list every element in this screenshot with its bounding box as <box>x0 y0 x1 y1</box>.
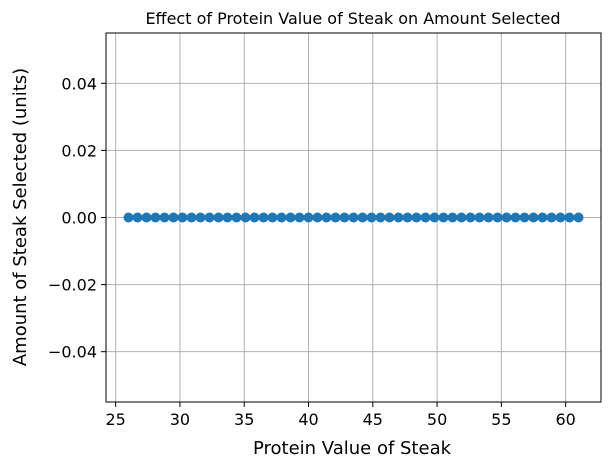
data-point <box>366 212 377 223</box>
x-tick-label: 45 <box>363 410 383 429</box>
x-tick-label: 35 <box>234 410 254 429</box>
data-point <box>501 212 512 223</box>
data-point <box>258 212 269 223</box>
data-point <box>276 212 287 223</box>
x-tick-label: 40 <box>298 410 318 429</box>
y-tick-label: 0.00 <box>61 209 97 228</box>
data-point <box>474 212 485 223</box>
data-point <box>447 212 458 223</box>
data-point <box>528 212 539 223</box>
data-point <box>546 212 557 223</box>
data-point <box>330 212 341 223</box>
y-tick-label: 0.04 <box>61 74 97 93</box>
series-layer <box>123 212 584 223</box>
data-point <box>537 212 548 223</box>
data-point <box>555 212 566 223</box>
data-point <box>492 212 503 223</box>
data-point <box>312 212 323 223</box>
x-tick-label: 25 <box>105 410 125 429</box>
data-point <box>285 212 296 223</box>
data-point <box>519 212 530 223</box>
data-point <box>240 212 251 223</box>
data-point <box>123 212 134 223</box>
data-point <box>231 212 242 223</box>
data-point <box>132 212 143 223</box>
y-axis-label: Amount of Steak Selected (units) <box>10 68 31 366</box>
ticks-layer: 25 30 35 40 45 50 55 60 −0.04 −0.02 0.00 0.02 0.04 <box>48 74 576 429</box>
y-tick-label: −0.02 <box>48 276 97 295</box>
x-tick-label: 60 <box>555 410 575 429</box>
data-point <box>429 212 440 223</box>
data-point <box>321 212 332 223</box>
data-point <box>204 212 215 223</box>
data-point <box>402 212 413 223</box>
data-point <box>510 212 521 223</box>
data-point <box>141 212 152 223</box>
data-point <box>456 212 467 223</box>
data-point <box>564 212 575 223</box>
x-tick-label: 30 <box>170 410 190 429</box>
data-point <box>348 212 359 223</box>
data-point <box>186 212 197 223</box>
y-tick-label: 0.02 <box>61 141 97 160</box>
data-point <box>294 212 305 223</box>
chart-title: Effect of Protein Value of Steak on Amou… <box>145 9 560 28</box>
y-tick-label: −0.04 <box>48 343 97 362</box>
data-point <box>375 212 386 223</box>
data-point <box>195 212 206 223</box>
x-axis-label: Protein Value of Steak <box>253 438 452 459</box>
x-tick-label: 50 <box>427 410 447 429</box>
data-point <box>222 212 233 223</box>
x-tick-label: 55 <box>491 410 511 429</box>
data-point <box>177 212 188 223</box>
data-point <box>159 212 170 223</box>
data-point <box>465 212 476 223</box>
data-point <box>213 212 224 223</box>
data-point <box>150 212 161 223</box>
data-point <box>357 212 368 223</box>
data-point <box>438 212 449 223</box>
data-point <box>249 212 260 223</box>
data-point <box>573 212 584 223</box>
data-point <box>393 212 404 223</box>
data-point <box>411 212 422 223</box>
data-point <box>168 212 179 223</box>
data-point <box>339 212 350 223</box>
data-point <box>384 212 395 223</box>
data-point <box>420 212 431 223</box>
data-point <box>303 212 314 223</box>
data-point <box>483 212 494 223</box>
data-point <box>267 212 278 223</box>
